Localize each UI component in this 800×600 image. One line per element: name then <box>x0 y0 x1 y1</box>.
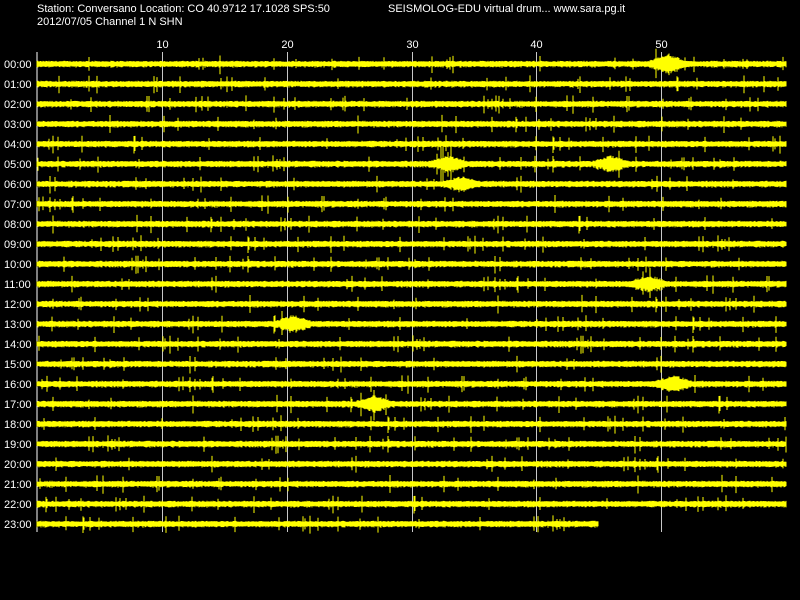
x-tick-label: 10 <box>156 39 168 51</box>
x-tick-label: 30 <box>406 39 418 51</box>
hour-label: 01:00 <box>4 79 32 91</box>
trace-07-00 <box>36 195 787 214</box>
trace-12-00 <box>36 294 787 314</box>
x-tick-label: 50 <box>655 39 667 51</box>
hour-label: 11:00 <box>4 279 31 291</box>
hour-label: 13:00 <box>4 319 32 331</box>
drum-title: SEISMOLOG-EDU virtual drum... www.sara.p… <box>388 3 626 15</box>
hour-label: 18:00 <box>4 419 32 431</box>
trace-17-00 <box>36 390 787 421</box>
hour-label: 22:00 <box>4 499 32 511</box>
grid-lines <box>36 52 662 532</box>
trace-14-00 <box>36 335 787 354</box>
hour-label: 07:00 <box>4 199 32 211</box>
hour-label: 04:00 <box>4 139 32 151</box>
trace-20-00 <box>36 455 787 473</box>
trace-04-00 <box>36 135 787 154</box>
station-info: Station: Conversano Location: CO 40.9712… <box>37 3 330 15</box>
hour-label: 14:00 <box>4 339 32 351</box>
trace-06-00 <box>36 175 787 194</box>
hour-label: 23:00 <box>4 519 32 531</box>
trace-19-00 <box>36 435 787 454</box>
hour-label: 21:00 <box>4 479 32 491</box>
hour-label: 19:00 <box>4 439 32 451</box>
hour-label: 12:00 <box>4 299 32 311</box>
hour-label: 15:00 <box>4 359 32 371</box>
trace-10-00 <box>36 255 787 274</box>
trace-09-00 <box>36 235 787 254</box>
trace-21-00 <box>36 474 787 494</box>
trace-05-00 <box>36 143 787 186</box>
hour-label: 00:00 <box>4 59 32 71</box>
hour-label: 06:00 <box>4 179 32 191</box>
hour-label: 03:00 <box>4 119 32 131</box>
hour-labels: 00:00 01:00 02:00 03:00 04:00 05:00 06:00 07:00… <box>4 59 32 531</box>
x-tick-label: 20 <box>281 39 293 51</box>
hour-label: 08:00 <box>4 219 32 231</box>
trace-11-00 <box>36 267 787 298</box>
hour-label: 10:00 <box>4 259 32 271</box>
trace-03-00 <box>36 114 787 134</box>
date-channel-info: 2012/07/05 Channel 1 N SHN <box>37 16 183 28</box>
trace-18-00 <box>36 415 787 434</box>
trace-02-00 <box>36 95 787 114</box>
trace-15-00 <box>36 355 787 374</box>
hour-label: 09:00 <box>4 239 32 251</box>
hour-label: 16:00 <box>4 379 32 391</box>
trace-22-00 <box>36 495 787 514</box>
trace-23-00 <box>36 515 599 534</box>
x-tick-labels: 10 20 30 40 50 <box>156 39 667 51</box>
seismic-traces <box>36 48 787 534</box>
hour-label: 05:00 <box>4 159 32 171</box>
hour-label: 02:00 <box>4 99 32 111</box>
x-tick-label: 40 <box>530 39 542 51</box>
hour-label: 17:00 <box>4 399 32 411</box>
trace-08-00 <box>36 214 787 234</box>
trace-01-00 <box>36 75 787 94</box>
trace-16-00 <box>36 375 787 394</box>
trace-00-00 <box>36 48 787 79</box>
trace-13-00 <box>36 311 787 335</box>
hour-label: 20:00 <box>4 459 32 471</box>
